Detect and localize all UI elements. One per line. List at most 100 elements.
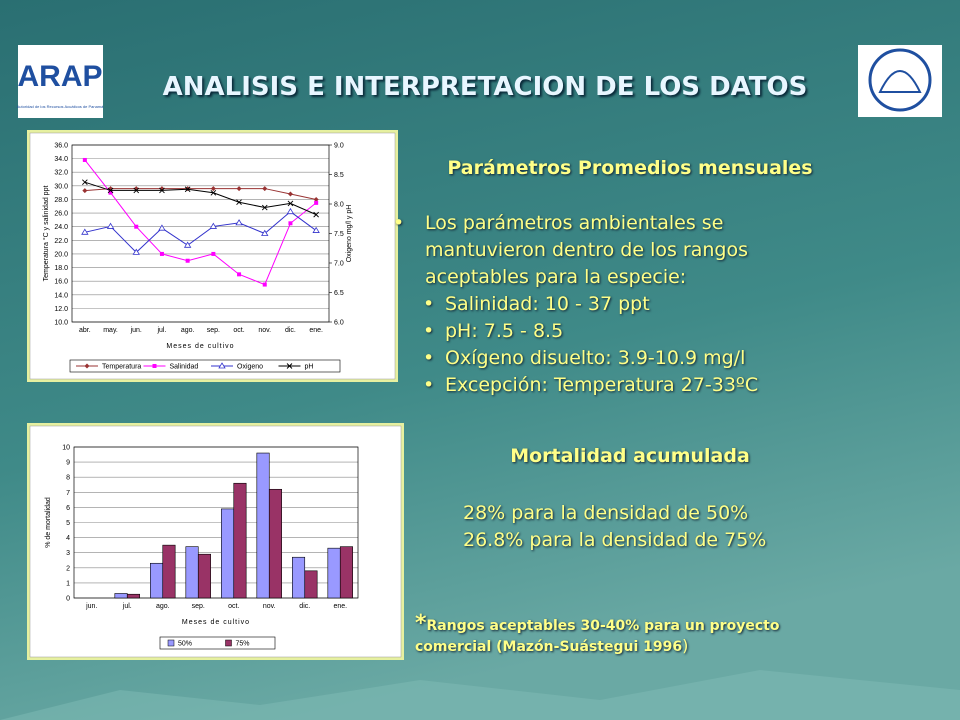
marker <box>210 186 216 192</box>
marker <box>313 196 319 202</box>
logo-emblem <box>868 48 932 112</box>
marker <box>262 186 268 192</box>
x-tick-label: ago. <box>181 327 195 334</box>
x-tick-label: nov. <box>263 603 276 610</box>
bar <box>233 482 247 599</box>
y-tick-label: 34.0 <box>54 156 68 163</box>
slide-title: ANALISIS E INTERPRETACION DE LOS DATOS <box>162 72 808 102</box>
marker <box>236 199 242 206</box>
x-tick-label: sep. <box>207 327 220 334</box>
chart: 10.0 12.0 14.0 16.0 18.0 20.0 22.0 24.0 26.0 28.0… <box>27 130 398 382</box>
marker <box>82 179 88 185</box>
y-tick-label: 18.0 <box>54 265 68 272</box>
legend-label: Temperatura <box>102 364 141 371</box>
legend-label: pH <box>305 364 314 371</box>
y-tick-label: 32.0 <box>54 170 68 177</box>
plot-border <box>71 144 330 323</box>
bar <box>185 546 199 599</box>
y-tick-label: 1 <box>66 580 70 587</box>
legend-label: 75% <box>236 641 250 648</box>
y-tick-label: 6 <box>66 505 70 512</box>
y2-axis-title: Oxigeno mg/l y pH <box>346 205 353 263</box>
y-tick-label: 22.0 <box>54 238 68 245</box>
legend-swatch <box>167 639 175 647</box>
x-tick-label: ene. <box>309 327 323 334</box>
marker <box>133 186 139 192</box>
x-tick-label: abr. <box>79 327 91 334</box>
marker <box>288 221 293 226</box>
marker <box>159 186 165 192</box>
y-tick-label: 20.0 <box>54 251 68 258</box>
marker <box>159 251 164 256</box>
decor <box>0 670 960 720</box>
marker <box>209 222 218 229</box>
y-tick-label: 8 <box>66 475 70 482</box>
marker <box>287 200 294 207</box>
series-line <box>84 188 317 200</box>
legend <box>159 636 276 650</box>
footnote-close: ) <box>682 636 689 655</box>
x-tick-label: oct. <box>233 327 244 334</box>
marker <box>287 191 293 197</box>
logo-subtitle: Autoridad de los Recursos Acuáticos de P… <box>17 104 104 109</box>
marker <box>286 363 293 369</box>
y-tick-label: 26.0 <box>54 211 68 218</box>
bar <box>256 452 270 599</box>
bar <box>339 546 353 599</box>
y-tick-label: 36.0 <box>54 143 68 150</box>
bar <box>304 570 318 599</box>
marker <box>159 187 165 194</box>
marker <box>218 362 226 369</box>
text-line: 26.8% para la densidad de 75% <box>463 529 767 551</box>
y-tick-label: 3 <box>66 550 70 557</box>
x-tick-label: dic. <box>285 327 296 334</box>
x-tick-label: may. <box>103 327 118 334</box>
bar <box>221 508 235 599</box>
marker <box>286 207 295 215</box>
marker <box>211 251 216 256</box>
bullet-list: Los parámetros ambientales se mantuviero… <box>393 210 845 399</box>
footnote: *Rangos aceptables 30-40% para un proyec… <box>415 613 855 657</box>
marker <box>261 204 268 211</box>
marker <box>107 187 114 194</box>
x-tick-label: ene. <box>333 603 347 610</box>
marker <box>84 363 90 369</box>
marker <box>158 224 166 231</box>
legend-label: 50% <box>178 641 192 648</box>
marker <box>210 189 217 196</box>
logo-left <box>18 45 103 118</box>
marker <box>237 272 242 277</box>
logo-shell <box>878 70 922 93</box>
bar <box>126 593 140 599</box>
chart: 0 1 2 3 4 5 6 7 8 9 10 jun. jul. ago. sep. oct. nov. dic.… <box>27 423 404 660</box>
series-line <box>84 159 317 286</box>
y-tick-label: 10 <box>62 445 70 452</box>
x-tick-label: dic. <box>299 603 310 610</box>
x-axis-title: Meses de cultivo <box>182 619 250 626</box>
x-tick-label: nov. <box>258 327 271 334</box>
y-tick-label: 2 <box>66 565 70 572</box>
marker <box>108 190 113 195</box>
logo-right <box>858 45 942 117</box>
bullet: Los parámetros ambientales se mantuviero… <box>393 210 845 291</box>
section-body: 28% para la densidad de 50% 26.8% para l… <box>463 500 843 554</box>
x-tick-label: jun. <box>85 603 97 610</box>
y-axis-title: % de mortalidad <box>45 497 52 548</box>
x-tick-label: oct. <box>228 603 239 610</box>
footnote-text: Rangos aceptables 30-40% para un proyect… <box>415 618 780 655</box>
y-tick-label: 28.0 <box>54 197 68 204</box>
x-tick-label: jun. <box>130 327 142 334</box>
section-heading: Parámetros Promedios mensuales <box>447 157 813 179</box>
y-tick-label: 5 <box>66 520 70 527</box>
bullet-text: Los parámetros ambientales se mantuviero… <box>425 212 749 288</box>
y2-tick-label: 8.0 <box>334 202 344 209</box>
chart-area <box>29 425 402 658</box>
x-tick-label: jul. <box>156 327 166 334</box>
bar <box>162 544 176 599</box>
y-tick-label: 10.0 <box>54 320 68 327</box>
x-axis-title: Meses de cultivo <box>166 343 234 350</box>
y2-tick-label: 8.5 <box>334 172 344 179</box>
marker <box>133 187 140 194</box>
y-tick-label: 12.0 <box>54 306 68 313</box>
marker <box>184 186 191 193</box>
